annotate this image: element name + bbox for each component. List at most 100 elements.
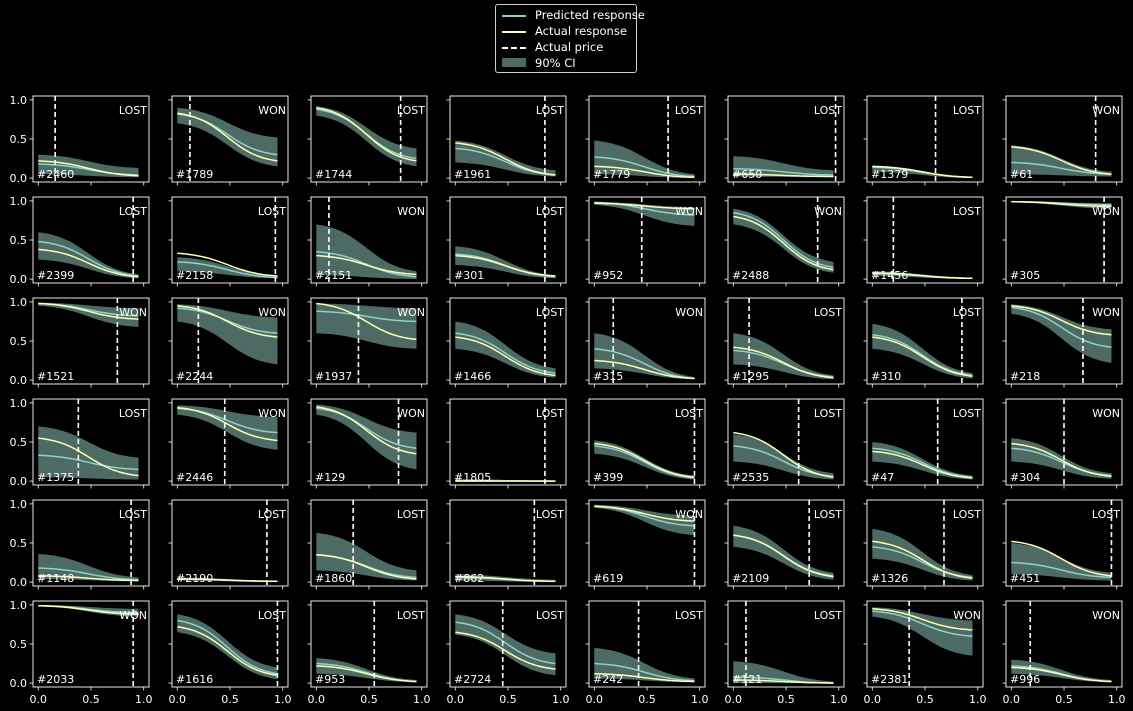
panel xyxy=(29,499,150,590)
panel xyxy=(307,297,428,388)
panel xyxy=(585,95,706,186)
panel xyxy=(724,196,845,287)
outcome-label: LOST xyxy=(675,104,703,117)
outcome-label: LOST xyxy=(258,508,286,521)
actual-line xyxy=(872,336,973,377)
x-tick-label: 1.0 xyxy=(830,693,848,706)
panel xyxy=(863,398,984,489)
panel-id-label: #650 xyxy=(732,168,762,181)
panel-id-label: #2488 xyxy=(732,269,769,282)
panel-plot-area xyxy=(455,96,556,182)
actual-line xyxy=(1011,200,1112,208)
panel-id-label: #1860 xyxy=(315,572,352,585)
panel-plot-area xyxy=(872,601,973,687)
ci-band xyxy=(594,504,695,536)
outcome-label: LOST xyxy=(536,609,564,622)
panel-id-label: #301 xyxy=(454,269,484,282)
outcome-label: WON xyxy=(119,609,147,622)
panel xyxy=(585,600,706,691)
predicted-line xyxy=(316,250,417,278)
panel-plot-area xyxy=(733,399,834,485)
ci-band xyxy=(872,442,973,480)
panel xyxy=(1002,600,1123,691)
panel-id-label: #952 xyxy=(593,269,623,282)
panel xyxy=(307,95,428,186)
panel-id-label: #1805 xyxy=(454,471,491,484)
panel xyxy=(307,600,428,691)
panel-plot-area xyxy=(316,399,417,485)
x-tick-label: 0.5 xyxy=(360,693,378,706)
outcome-label: LOST xyxy=(119,407,147,420)
outcome-label: LOST xyxy=(1092,508,1120,521)
actual-line xyxy=(38,302,139,320)
panel-id-label: #310 xyxy=(871,370,901,383)
y-tick-label: 0.5 xyxy=(10,537,28,550)
y-tick-label: 1.0 xyxy=(10,397,28,410)
panel-plot-area xyxy=(38,601,139,687)
y-tick-label: 0.5 xyxy=(10,638,28,651)
predicted-line xyxy=(1011,561,1112,579)
panel-plot-area xyxy=(733,298,834,384)
outcome-label: WON xyxy=(1092,306,1120,319)
panel xyxy=(446,95,567,186)
actual-line xyxy=(1011,540,1112,577)
outcome-label: WON xyxy=(1092,104,1120,117)
panel-id-label: #2460 xyxy=(37,168,74,181)
actual-line xyxy=(177,626,278,677)
predicted-line xyxy=(1011,161,1112,175)
panel xyxy=(724,297,845,388)
actual-line xyxy=(733,346,834,379)
panel-id-label: #2724 xyxy=(454,673,491,686)
outcome-label: WON xyxy=(675,508,703,521)
ci-band xyxy=(1011,659,1112,683)
panel-plot-area xyxy=(594,601,695,687)
legend-swatch-actual xyxy=(502,31,526,33)
panel-plot-area xyxy=(38,500,139,586)
panel-id-label: #2399 xyxy=(37,269,74,282)
actual-line xyxy=(1011,146,1112,175)
outcome-label: LOST xyxy=(258,205,286,218)
ci-band xyxy=(38,426,139,480)
panel-plot-area xyxy=(872,298,973,384)
panel-id-label: #305 xyxy=(1010,269,1040,282)
panel xyxy=(724,95,845,186)
panel-plot-area xyxy=(594,96,695,182)
panel xyxy=(168,95,289,186)
ci-band xyxy=(594,647,695,683)
panel-plot-area xyxy=(455,298,556,384)
panel xyxy=(168,398,289,489)
actual-line xyxy=(594,202,695,210)
panel xyxy=(168,600,289,691)
ci-band xyxy=(316,404,417,470)
outcome-label: LOST xyxy=(536,104,564,117)
actual-line xyxy=(316,302,417,341)
x-tick-label: 0.0 xyxy=(447,693,465,706)
panel-plot-area xyxy=(455,197,556,283)
panel-id-label: #121 xyxy=(732,673,762,686)
actual-line xyxy=(455,254,556,277)
ci-band xyxy=(38,232,139,279)
outcome-label: LOST xyxy=(953,306,981,319)
panel-id-label: #1456 xyxy=(871,269,908,282)
panel-id-label: #1379 xyxy=(871,168,908,181)
predicted-line xyxy=(872,333,973,377)
panel-id-label: #2151 xyxy=(315,269,352,282)
outcome-label: LOST xyxy=(814,407,842,420)
y-tick-label: 0.5 xyxy=(10,335,28,348)
panel xyxy=(168,297,289,388)
y-tick-label: 0.0 xyxy=(10,677,28,690)
panel-id-label: #47 xyxy=(871,471,894,484)
legend-label: 90% CI xyxy=(535,56,576,70)
y-tick-label: 0.0 xyxy=(10,172,28,185)
legend-item-ci: 90% CI xyxy=(502,55,630,71)
outcome-label: LOST xyxy=(536,508,564,521)
actual-line xyxy=(38,437,139,477)
panel-id-label: #399 xyxy=(593,471,623,484)
panel-id-label: #242 xyxy=(593,673,623,686)
x-tick-label: 0.0 xyxy=(864,693,882,706)
panel xyxy=(446,398,567,489)
y-tick-label: 1.0 xyxy=(10,599,28,612)
panel-id-label: #218 xyxy=(1010,370,1040,383)
predicted-line xyxy=(38,567,139,581)
panel-plot-area xyxy=(38,399,139,485)
